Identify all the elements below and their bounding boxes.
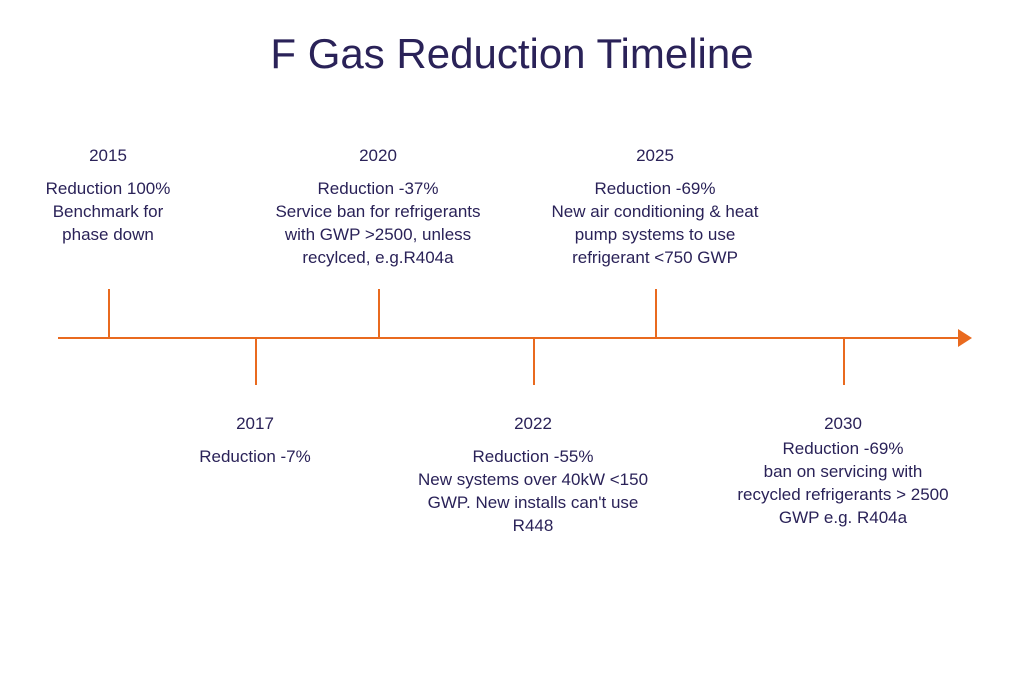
- event-line: Reduction -37%: [248, 178, 508, 201]
- timeline-event-e2020: 2020 Reduction -37%Service ban for refrig…: [248, 145, 508, 270]
- event-line: Reduction -7%: [155, 446, 355, 469]
- event-line: New air conditioning & heat: [520, 201, 790, 224]
- event-line: R448: [398, 515, 668, 538]
- event-line: phase down: [18, 224, 198, 247]
- event-line: ban on servicing with: [708, 461, 978, 484]
- event-line: Service ban for refrigerants: [248, 201, 508, 224]
- event-line: refrigerant <750 GWP: [520, 247, 790, 270]
- timeline-tick-e2022: [533, 337, 535, 385]
- event-year: 2030: [708, 413, 978, 436]
- timeline-axis: [58, 337, 960, 339]
- timeline-tick-e2020: [378, 289, 380, 337]
- event-line: Reduction -69%: [708, 438, 978, 461]
- timeline-event-e2025: 2025 Reduction -69%New air conditioning &…: [520, 145, 790, 270]
- timeline-event-e2030: 2030Reduction -69%ban on servicing withr…: [708, 413, 978, 530]
- event-line: Benchmark for: [18, 201, 198, 224]
- event-year: 2022: [398, 413, 668, 436]
- timeline-tick-e2017: [255, 337, 257, 385]
- event-line: Reduction -69%: [520, 178, 790, 201]
- event-line: New systems over 40kW <150: [398, 469, 668, 492]
- event-year: 2025: [520, 145, 790, 168]
- timeline-arrowhead: [958, 329, 972, 347]
- timeline-tick-e2025: [655, 289, 657, 337]
- event-year: 2015: [18, 145, 198, 168]
- event-line: GWP e.g. R404a: [708, 507, 978, 530]
- timeline-tick-e2030: [843, 337, 845, 385]
- timeline-event-e2015: 2015 Reduction 100%Benchmark forphase dow…: [18, 145, 198, 247]
- event-line: recycled refrigerants > 2500: [708, 484, 978, 507]
- event-year: 2020: [248, 145, 508, 168]
- timeline-event-e2022: 2022 Reduction -55%New systems over 40kW …: [398, 413, 668, 538]
- page-title: F Gas Reduction Timeline: [0, 30, 1024, 78]
- event-line: GWP. New installs can't use: [398, 492, 668, 515]
- event-year: 2017: [155, 413, 355, 436]
- event-line: recylced, e.g.R404a: [248, 247, 508, 270]
- event-line: Reduction -55%: [398, 446, 668, 469]
- event-line: with GWP >2500, unless: [248, 224, 508, 247]
- timeline-event-e2017: 2017 Reduction -7%: [155, 413, 355, 469]
- event-line: Reduction 100%: [18, 178, 198, 201]
- event-line: pump systems to use: [520, 224, 790, 247]
- timeline-tick-e2015: [108, 289, 110, 337]
